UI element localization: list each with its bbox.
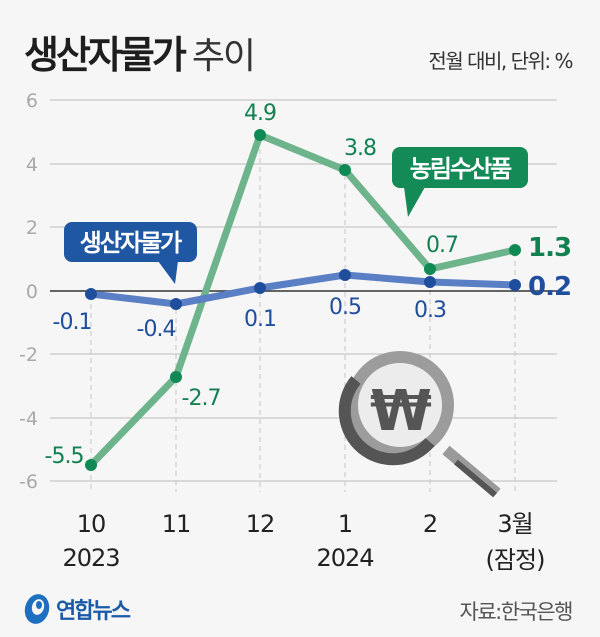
- x-axis: 10 2023 11 12 1 2024 2 3월 (잠정): [62, 510, 545, 574]
- data-point[interactable]: [170, 298, 182, 310]
- svg-text:3월: 3월: [497, 510, 532, 538]
- y-axis: 6 4 2 0 -2 -4 -6: [19, 90, 38, 493]
- data-point[interactable]: [254, 282, 266, 294]
- series-ppi: [85, 269, 521, 310]
- source-label: 자료:한국은행: [459, 600, 574, 624]
- svg-text:4: 4: [26, 154, 38, 176]
- logo-text: 연합뉴스: [56, 599, 131, 624]
- data-point[interactable]: [339, 269, 351, 281]
- svg-text:(잠정): (잠정): [486, 546, 545, 574]
- svg-text:-4: -4: [19, 408, 38, 430]
- agri-callout-tag: 농림수산품: [392, 147, 528, 217]
- svg-text:6: 6: [26, 90, 38, 112]
- data-point[interactable]: [170, 371, 182, 383]
- svg-text:11: 11: [162, 510, 191, 538]
- svg-text:10: 10: [77, 510, 106, 538]
- yonhap-logo-icon: [24, 594, 50, 624]
- svg-text:-2.7: -2.7: [182, 386, 221, 411]
- svg-text:12: 12: [246, 510, 275, 538]
- data-point[interactable]: [509, 279, 521, 291]
- unit-label: 전월 대비, 단위: %: [428, 49, 573, 73]
- title-main: 생산자물가: [24, 33, 187, 77]
- svg-text:2: 2: [423, 510, 437, 538]
- svg-text:-0.4: -0.4: [137, 317, 176, 342]
- svg-text:4.9: 4.9: [244, 101, 276, 126]
- yonhap-logo: 연합뉴스: [22, 592, 131, 626]
- title-sub: 추이: [191, 36, 256, 77]
- svg-text:-0.1: -0.1: [53, 310, 92, 335]
- svg-text:0.1: 0.1: [244, 307, 276, 332]
- svg-text:1: 1: [338, 510, 352, 538]
- data-point[interactable]: [509, 244, 521, 256]
- svg-text:₩: ₩: [370, 379, 432, 444]
- svg-text:생산자물가: 생산자물가: [80, 229, 182, 257]
- svg-text:3.8: 3.8: [344, 136, 376, 161]
- data-point[interactable]: [254, 129, 266, 141]
- data-point[interactable]: [339, 164, 351, 176]
- ppi-callout-tag: 생산자물가: [64, 222, 197, 284]
- data-point[interactable]: [424, 276, 436, 288]
- svg-text:-6: -6: [19, 471, 38, 493]
- series-agri: [85, 129, 521, 471]
- svg-text:2024: 2024: [316, 544, 373, 572]
- chart-title: 생산자물가 추이: [24, 24, 256, 79]
- data-point[interactable]: [424, 263, 436, 275]
- svg-text:농림수산품: 농림수산품: [410, 155, 512, 183]
- svg-text:2: 2: [26, 217, 38, 239]
- svg-text:2023: 2023: [62, 544, 119, 572]
- ppi-labels: -0.1 -0.4 0.1 0.5 0.3 0.2: [53, 272, 573, 342]
- svg-text:-5.5: -5.5: [45, 444, 84, 469]
- agri-labels: -5.5 -2.7 4.9 3.8 0.7 1.3: [45, 101, 573, 469]
- svg-text:0: 0: [26, 281, 38, 303]
- svg-text:-2: -2: [19, 344, 38, 366]
- vertical-guides: [90, 140, 516, 492]
- svg-text:0.3: 0.3: [414, 298, 446, 323]
- svg-text:0.7: 0.7: [426, 233, 458, 258]
- svg-text:0.5: 0.5: [329, 295, 361, 320]
- svg-text:1.3: 1.3: [528, 233, 571, 263]
- data-point[interactable]: [85, 459, 97, 471]
- magnifier-won-icon: ₩: [338, 351, 501, 498]
- svg-text:0.2: 0.2: [528, 272, 571, 302]
- data-point[interactable]: [85, 288, 97, 300]
